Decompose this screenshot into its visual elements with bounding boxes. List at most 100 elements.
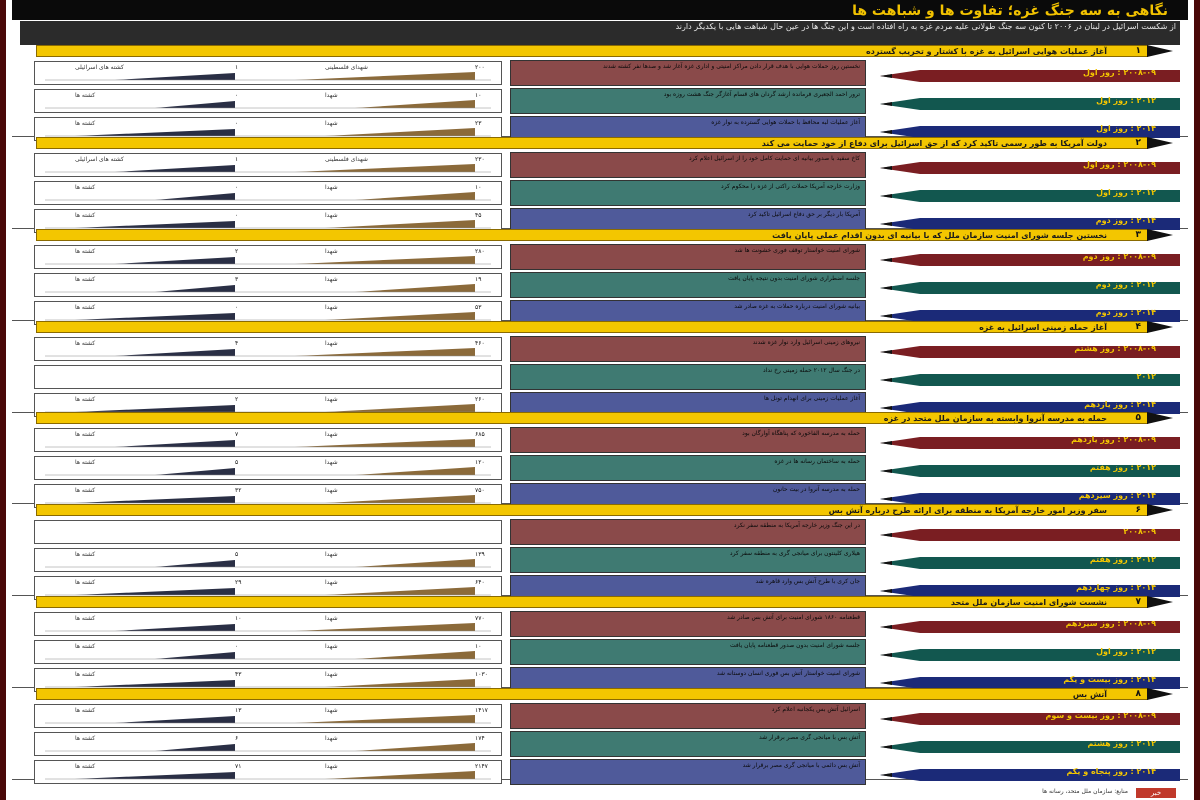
palestinian-wedge (355, 100, 475, 108)
casualty-chart-box: شهدای فلسطینی ۲۰۰ کشته های اسرائیلی ۱ (34, 61, 502, 85)
casualty-chart-svg (45, 72, 491, 81)
event-panel: قطعنامه ۱۸۶۰ شورای امنیت برای آتش بس صاد… (510, 611, 866, 637)
timeline-row: شهدا ۱۰ کشته ها ۰ وزارت خارجه آمریکا حملات ر… (12, 179, 1188, 207)
israeli-wedge (115, 440, 235, 447)
banner-arrow-icon (1147, 321, 1173, 333)
event-description: اسرائیل آتش بس یکجانبه اعلام کرد (771, 706, 860, 713)
date-pencil: ۲۰۱۲ : روز هفتم (880, 462, 1180, 477)
palestinian-label: شهدا (325, 487, 338, 494)
palestinian-wedge (325, 679, 475, 687)
israeli-label: کشته ها (75, 671, 96, 678)
palestinian-wedge (295, 348, 475, 356)
israeli-value: ۰ (235, 184, 239, 191)
event-panel: حمله به ساختمان رسانه ها در غزه (510, 455, 866, 481)
timeline-row: شهدا ۱۰ کشته ها ۰ ترور احمد الجعبری فرمانده … (12, 87, 1188, 115)
event-panel: ترور احمد الجعبری فرمانده ارشد گردان های… (510, 88, 866, 114)
event-panel: هیلاری کلینتون برای میانجی گری به منطقه … (510, 547, 866, 573)
pencil-icon (880, 374, 1180, 386)
palestinian-wedge (355, 192, 475, 200)
israeli-label: کشته ها (75, 735, 96, 742)
palestinian-wedge (355, 743, 475, 751)
date-pencil: ۲۰۱۴ : روز پنجاه و یکم (880, 766, 1180, 781)
date-pencil: ۲۰۰۸-۰۹ : روز اول (880, 67, 1180, 82)
date-pencil: ۲۰۱۴ : روز بیست و یکم (880, 674, 1180, 689)
palestinian-wedge (325, 495, 475, 503)
casualty-chart-svg (45, 771, 491, 780)
palestinian-value: ۱۳۹ (475, 551, 485, 558)
palestinian-label: شهدا (325, 340, 338, 347)
section-banner: آتش بس ۸ (36, 688, 1173, 700)
event-panel: حمله به مدرسه الفاخوره که پناهگاه آوارگا… (510, 427, 866, 453)
section-banner: حمله به مدرسه آنروا وابسته به سازمان ملل… (36, 412, 1173, 424)
palestinian-value: ۴۵ (475, 212, 482, 219)
casualty-chart-svg (45, 559, 491, 568)
israeli-value: ۰ (235, 120, 239, 127)
pencil-icon (880, 346, 1180, 358)
event-panel: شورای امنیت خواستار توقف فوری خشونت ها ش… (510, 244, 866, 270)
casualty-chart-svg (45, 312, 491, 321)
pencil-icon (880, 162, 1180, 174)
timeline-row: شهدا ۲۱۴۷ کشته ها ۷۱ آتش بس دائمی با میانجی … (12, 758, 1188, 786)
event-description: آتش بس دائمی با میانجی گری مصر برقرار شد (742, 762, 860, 769)
title-bar: نگاهی به سه جنگ غزه؛ تفاوت ها و شباهت ها (12, 0, 1188, 20)
palestinian-wedge (325, 128, 475, 136)
israeli-label: کشته ها (75, 340, 96, 347)
date-label: ۲۰۱۴ : روز دوم (1095, 216, 1156, 225)
timeline-row: شهدا ۲۸۰ کشته ها ۲ شورای امنیت خواستار توقف … (12, 243, 1188, 271)
casualty-chart-svg (45, 284, 491, 293)
footer-credit: منابع: سازمان ملل متحد، رسانه ها (1042, 788, 1128, 795)
page-title: نگاهی به سه جنگ غزه؛ تفاوت ها و شباهت ها (852, 3, 1168, 19)
timeline-row: شهدا ۱۳۹ کشته ها ۵ هیلاری کلینتون برای میانج… (12, 546, 1188, 574)
date-label: ۲۰۱۴ : روز سیزدهم (1078, 491, 1156, 500)
palestinian-value: ۱۷۴ (475, 735, 485, 742)
pencil-icon (880, 310, 1180, 322)
palestinian-wedge (325, 220, 475, 228)
event-panel: آتش بس با میانجی گری مصر برقرار شد (510, 731, 866, 757)
section-banner-label: سفر وزیر امور خارجه آمریکا به منطقه برای… (828, 506, 1107, 515)
palestinian-label: شهدا (325, 735, 338, 742)
event-description: در این جنگ وزیر خارجه آمریکا به منطقه سف… (733, 522, 860, 529)
pencil-icon (880, 769, 1180, 781)
israeli-value: ۷۱ (235, 763, 242, 770)
section-banner: آغاز حمله زمینی اسرائیل به غزه ۴ (36, 321, 1173, 333)
casualty-chart-box: شهدا ۱۹ کشته ها ۳ (34, 273, 502, 297)
israeli-wedge (155, 744, 235, 751)
casualty-chart-svg (35, 521, 501, 543)
date-pencil: ۲۰۱۲ : روز اول (880, 187, 1180, 202)
timeline-row: شهدای فلسطینی ۲۳۰ کشته های اسرائیلی ۱ کاخ سف… (12, 151, 1188, 179)
israeli-label: کشته ها (75, 707, 96, 714)
casualty-chart-box: شهدا ۱۰ کشته ها ۰ (34, 89, 502, 113)
pencil-icon (880, 557, 1180, 569)
palestinian-value: ۴۶۰ (475, 340, 485, 347)
date-label: ۲۰۱۲ : روز هشتم (1087, 739, 1157, 748)
palestinian-label: شهدا (325, 92, 338, 99)
israeli-value: ۲۹ (235, 579, 242, 586)
section-banner-label: آغاز حمله زمینی اسرائیل به غزه (979, 323, 1107, 332)
event-panel: نیروهای زمینی اسرائیل وارد نوار غزه شدند (510, 336, 866, 362)
palestinian-label: شهدای فلسطینی (325, 64, 368, 71)
palestinian-wedge (295, 623, 475, 631)
palestinian-label: شهدا (325, 615, 338, 622)
palestinian-value: ۷۷۰ (475, 615, 485, 622)
palestinian-wedge (295, 164, 475, 172)
casualty-chart-svg (45, 220, 491, 229)
event-description: نخستین روز حملات هوایی با هدف قرار دادن … (602, 63, 860, 70)
palestinian-wedge (325, 404, 475, 412)
israeli-value: ۳۲ (235, 487, 242, 494)
casualty-chart-svg (45, 587, 491, 596)
israeli-value: ۱۳ (235, 707, 242, 714)
event-description: در جنگ سال ۲۰۱۲ حمله زمینی رخ نداد (763, 367, 860, 374)
date-pencil: ۲۰۱۲ : روز دوم (880, 279, 1180, 294)
palestinian-wedge (325, 312, 475, 320)
israeli-wedge (75, 405, 235, 412)
date-pencil: ۲۰۰۸-۰۹ : روز بیست و سوم (880, 710, 1180, 725)
pencil-icon (880, 218, 1180, 230)
israeli-value: ۰ (235, 212, 239, 219)
date-pencil: ۲۰۱۲ : روز هشتم (880, 738, 1180, 753)
event-description: قطعنامه ۱۸۶۰ شورای امنیت برای آتش بس صاد… (726, 614, 860, 621)
timeline-section: آغاز عملیات هوایی اسرائیل به غزه با کشتا… (12, 45, 1188, 142)
event-description: ترور احمد الجعبری فرمانده ارشد گردان های… (663, 91, 860, 98)
palestinian-value: ۵۳ (475, 304, 482, 311)
event-description: شورای امنیت خواستار آتش بس فوری انسان دو… (716, 670, 860, 677)
israeli-wedge (75, 496, 235, 503)
